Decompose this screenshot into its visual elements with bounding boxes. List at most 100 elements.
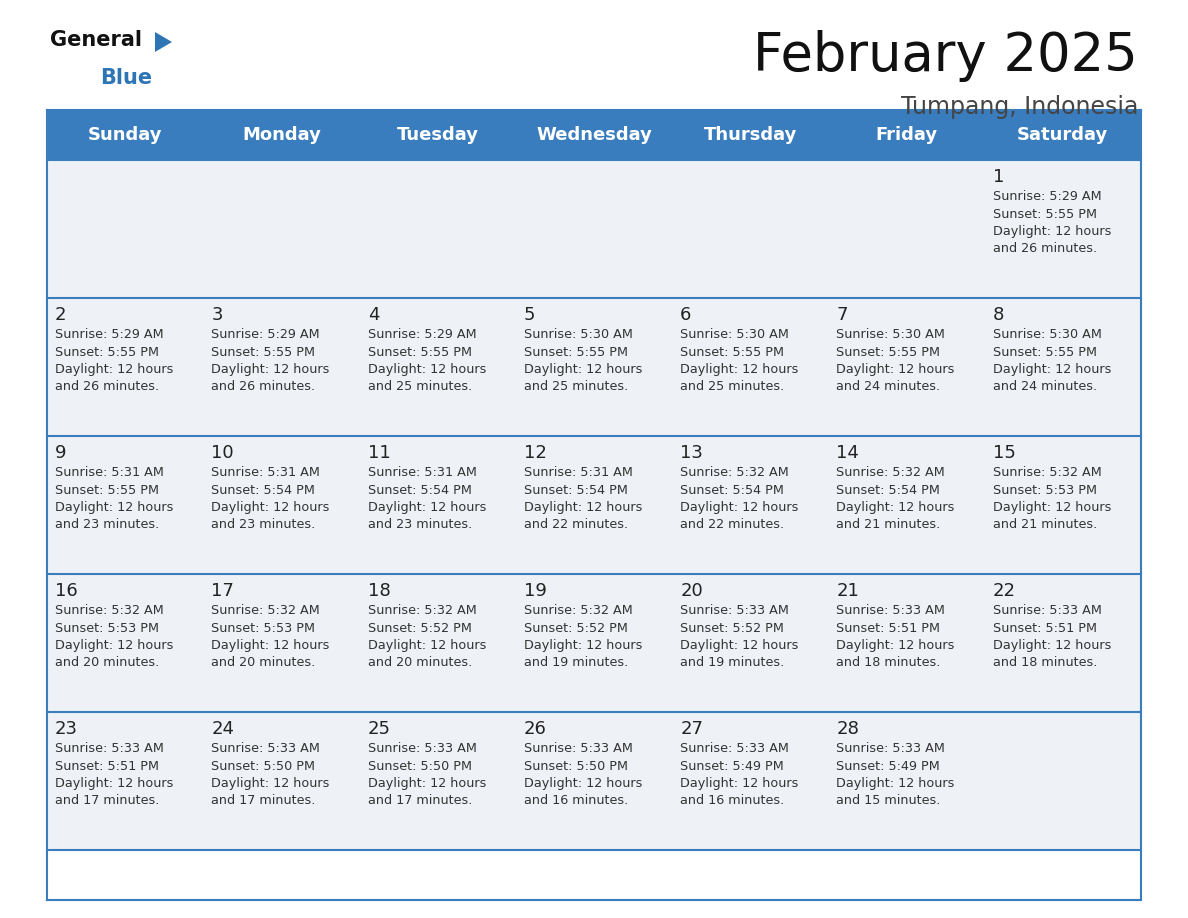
Text: Friday: Friday	[876, 126, 937, 144]
Text: 3: 3	[211, 306, 223, 324]
Text: Sunrise: 5:31 AM
Sunset: 5:55 PM
Daylight: 12 hours
and 23 minutes.: Sunrise: 5:31 AM Sunset: 5:55 PM Dayligh…	[55, 466, 173, 532]
Bar	[672, 436, 828, 574]
Text: Sunrise: 5:32 AM
Sunset: 5:52 PM
Daylight: 12 hours
and 20 minutes.: Sunrise: 5:32 AM Sunset: 5:52 PM Dayligh…	[367, 604, 486, 669]
Text: 14: 14	[836, 444, 859, 462]
Text: Sunrise: 5:33 AM
Sunset: 5:51 PM
Daylight: 12 hours
and 18 minutes.: Sunrise: 5:33 AM Sunset: 5:51 PM Dayligh…	[836, 604, 955, 669]
Bar	[672, 574, 828, 712]
Text: 10: 10	[211, 444, 234, 462]
Bar	[203, 712, 360, 850]
Text: Sunrise: 5:33 AM
Sunset: 5:52 PM
Daylight: 12 hours
and 19 minutes.: Sunrise: 5:33 AM Sunset: 5:52 PM Dayligh…	[681, 604, 798, 669]
Text: Sunrise: 5:29 AM
Sunset: 5:55 PM
Daylight: 12 hours
and 25 minutes.: Sunrise: 5:29 AM Sunset: 5:55 PM Dayligh…	[367, 328, 486, 394]
Text: Sunrise: 5:32 AM
Sunset: 5:53 PM
Daylight: 12 hours
and 21 minutes.: Sunrise: 5:32 AM Sunset: 5:53 PM Dayligh…	[993, 466, 1111, 532]
Text: Sunrise: 5:31 AM
Sunset: 5:54 PM
Daylight: 12 hours
and 23 minutes.: Sunrise: 5:31 AM Sunset: 5:54 PM Dayligh…	[367, 466, 486, 532]
Text: Sunrise: 5:33 AM
Sunset: 5:51 PM
Daylight: 12 hours
and 18 minutes.: Sunrise: 5:33 AM Sunset: 5:51 PM Dayligh…	[993, 604, 1111, 669]
Text: Wednesday: Wednesday	[536, 126, 652, 144]
Text: Sunrise: 5:32 AM
Sunset: 5:54 PM
Daylight: 12 hours
and 22 minutes.: Sunrise: 5:32 AM Sunset: 5:54 PM Dayligh…	[681, 466, 798, 532]
Bar	[48, 712, 203, 850]
Bar	[985, 574, 1140, 712]
Bar	[48, 436, 203, 574]
Text: 7: 7	[836, 306, 848, 324]
Bar	[203, 574, 360, 712]
Text: General: General	[50, 30, 143, 50]
Text: 21: 21	[836, 582, 859, 600]
Bar	[360, 298, 516, 436]
Bar	[516, 574, 672, 712]
Text: Sunrise: 5:31 AM
Sunset: 5:54 PM
Daylight: 12 hours
and 22 minutes.: Sunrise: 5:31 AM Sunset: 5:54 PM Dayligh…	[524, 466, 643, 532]
Bar	[48, 160, 203, 298]
Text: Saturday: Saturday	[1017, 126, 1108, 144]
Bar	[48, 110, 1140, 160]
Text: Sunrise: 5:32 AM
Sunset: 5:52 PM
Daylight: 12 hours
and 19 minutes.: Sunrise: 5:32 AM Sunset: 5:52 PM Dayligh…	[524, 604, 643, 669]
Text: 6: 6	[681, 306, 691, 324]
Text: 25: 25	[367, 720, 391, 738]
Text: 18: 18	[367, 582, 391, 600]
Text: 26: 26	[524, 720, 546, 738]
Text: Sunrise: 5:33 AM
Sunset: 5:51 PM
Daylight: 12 hours
and 17 minutes.: Sunrise: 5:33 AM Sunset: 5:51 PM Dayligh…	[55, 742, 173, 808]
Text: Sunrise: 5:30 AM
Sunset: 5:55 PM
Daylight: 12 hours
and 24 minutes.: Sunrise: 5:30 AM Sunset: 5:55 PM Dayligh…	[836, 328, 955, 394]
Bar	[516, 712, 672, 850]
Polygon shape	[154, 32, 172, 52]
Bar	[203, 160, 360, 298]
Text: 4: 4	[367, 306, 379, 324]
Bar	[516, 298, 672, 436]
Text: 16: 16	[55, 582, 77, 600]
Text: 19: 19	[524, 582, 546, 600]
Text: February 2025: February 2025	[753, 30, 1138, 82]
Text: Blue: Blue	[100, 68, 152, 88]
Text: Monday: Monday	[242, 126, 321, 144]
Bar	[48, 574, 203, 712]
Bar	[828, 298, 985, 436]
Text: Sunrise: 5:31 AM
Sunset: 5:54 PM
Daylight: 12 hours
and 23 minutes.: Sunrise: 5:31 AM Sunset: 5:54 PM Dayligh…	[211, 466, 329, 532]
Text: 22: 22	[993, 582, 1016, 600]
Text: Sunrise: 5:33 AM
Sunset: 5:50 PM
Daylight: 12 hours
and 17 minutes.: Sunrise: 5:33 AM Sunset: 5:50 PM Dayligh…	[367, 742, 486, 808]
Bar	[516, 160, 672, 298]
Text: Sunrise: 5:30 AM
Sunset: 5:55 PM
Daylight: 12 hours
and 24 minutes.: Sunrise: 5:30 AM Sunset: 5:55 PM Dayligh…	[993, 328, 1111, 394]
Text: Sunrise: 5:32 AM
Sunset: 5:54 PM
Daylight: 12 hours
and 21 minutes.: Sunrise: 5:32 AM Sunset: 5:54 PM Dayligh…	[836, 466, 955, 532]
Text: 1: 1	[993, 168, 1004, 186]
Text: 2: 2	[55, 306, 67, 324]
Text: Sunrise: 5:32 AM
Sunset: 5:53 PM
Daylight: 12 hours
and 20 minutes.: Sunrise: 5:32 AM Sunset: 5:53 PM Dayligh…	[55, 604, 173, 669]
Text: 23: 23	[55, 720, 78, 738]
Text: Sunrise: 5:33 AM
Sunset: 5:50 PM
Daylight: 12 hours
and 17 minutes.: Sunrise: 5:33 AM Sunset: 5:50 PM Dayligh…	[211, 742, 329, 808]
Text: Tuesday: Tuesday	[397, 126, 479, 144]
Bar	[985, 436, 1140, 574]
Bar	[828, 712, 985, 850]
Bar	[828, 160, 985, 298]
Bar	[828, 574, 985, 712]
Bar	[672, 160, 828, 298]
Text: 5: 5	[524, 306, 536, 324]
Text: 13: 13	[681, 444, 703, 462]
Text: Sunrise: 5:33 AM
Sunset: 5:49 PM
Daylight: 12 hours
and 16 minutes.: Sunrise: 5:33 AM Sunset: 5:49 PM Dayligh…	[681, 742, 798, 808]
Bar	[828, 436, 985, 574]
Bar	[360, 160, 516, 298]
Text: 11: 11	[367, 444, 391, 462]
Text: 8: 8	[993, 306, 1004, 324]
Text: Sunrise: 5:33 AM
Sunset: 5:49 PM
Daylight: 12 hours
and 15 minutes.: Sunrise: 5:33 AM Sunset: 5:49 PM Dayligh…	[836, 742, 955, 808]
Text: 17: 17	[211, 582, 234, 600]
Text: 15: 15	[993, 444, 1016, 462]
Text: 20: 20	[681, 582, 703, 600]
Bar	[985, 712, 1140, 850]
Bar	[672, 298, 828, 436]
Text: Sunrise: 5:33 AM
Sunset: 5:50 PM
Daylight: 12 hours
and 16 minutes.: Sunrise: 5:33 AM Sunset: 5:50 PM Dayligh…	[524, 742, 643, 808]
Bar	[360, 574, 516, 712]
Text: 27: 27	[681, 720, 703, 738]
Bar	[360, 436, 516, 574]
Text: 12: 12	[524, 444, 546, 462]
Text: Sunrise: 5:29 AM
Sunset: 5:55 PM
Daylight: 12 hours
and 26 minutes.: Sunrise: 5:29 AM Sunset: 5:55 PM Dayligh…	[211, 328, 329, 394]
Text: Sunrise: 5:32 AM
Sunset: 5:53 PM
Daylight: 12 hours
and 20 minutes.: Sunrise: 5:32 AM Sunset: 5:53 PM Dayligh…	[211, 604, 329, 669]
Text: 28: 28	[836, 720, 859, 738]
Bar	[672, 712, 828, 850]
Text: Sunrise: 5:30 AM
Sunset: 5:55 PM
Daylight: 12 hours
and 25 minutes.: Sunrise: 5:30 AM Sunset: 5:55 PM Dayligh…	[524, 328, 643, 394]
Text: 9: 9	[55, 444, 67, 462]
Text: Sunday: Sunday	[88, 126, 163, 144]
Bar	[985, 160, 1140, 298]
Bar	[985, 298, 1140, 436]
Text: Tumpang, Indonesia: Tumpang, Indonesia	[901, 95, 1138, 119]
Bar	[203, 436, 360, 574]
Text: Thursday: Thursday	[703, 126, 797, 144]
Text: 24: 24	[211, 720, 234, 738]
Bar	[48, 298, 203, 436]
Bar	[360, 712, 516, 850]
Text: Sunrise: 5:29 AM
Sunset: 5:55 PM
Daylight: 12 hours
and 26 minutes.: Sunrise: 5:29 AM Sunset: 5:55 PM Dayligh…	[55, 328, 173, 394]
